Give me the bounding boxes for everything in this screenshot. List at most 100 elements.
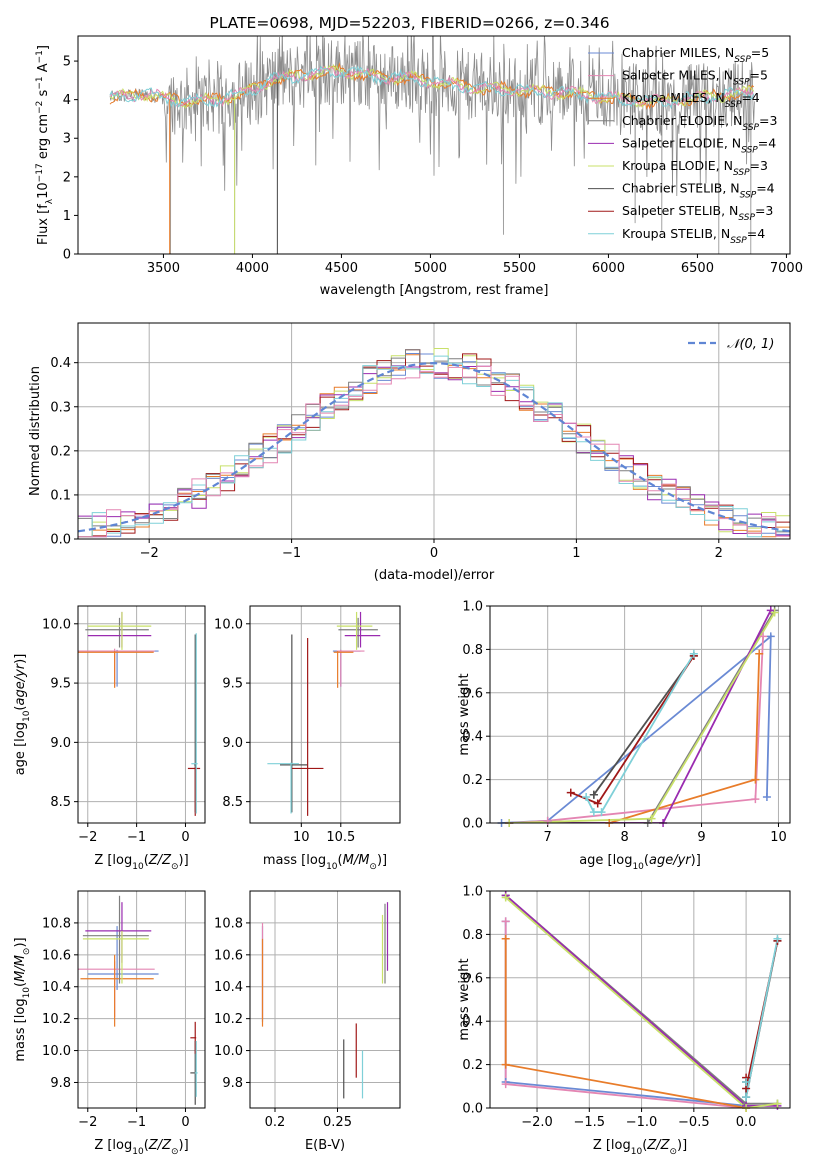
label-part: )]	[677, 1138, 687, 1153]
y-tick-label: 10.6	[214, 948, 243, 963]
label-part: 10	[36, 182, 51, 199]
y-tick-label: 0.2	[462, 773, 483, 788]
label-part: 10	[132, 862, 144, 872]
label-part: Z/Z	[646, 1138, 670, 1153]
label-part: (	[13, 982, 28, 987]
x-tick-label: 6500	[681, 261, 714, 276]
y-tick-label: 10.0	[214, 617, 243, 632]
label-part: Flux [f	[36, 204, 51, 245]
plot-area	[78, 895, 198, 1105]
label-part: )]	[179, 1138, 189, 1153]
label-part: Salpeter ELODIE, N	[622, 135, 741, 150]
label-part: =5	[750, 68, 768, 83]
legend-label: Kroupa ELODIE, NSSP=3	[622, 158, 768, 178]
weight-line	[509, 653, 761, 823]
y-tick-label: 9.0	[50, 736, 71, 751]
label-part: )]	[13, 654, 28, 664]
axes-frame	[77, 890, 206, 1109]
label-part: −17	[35, 163, 45, 182]
axes-frame	[249, 890, 401, 1109]
weight-line	[509, 609, 776, 823]
label-part: Chabrier STELIB, N	[622, 181, 740, 196]
x-axis-label: Z [log10(Z/Z⊙)]	[94, 853, 188, 872]
observed-spectrum	[109, 36, 755, 254]
y-tick-label: 9.8	[50, 1076, 71, 1091]
label-part: Chabrier MILES, N	[622, 45, 734, 60]
y-tick-label: 1	[63, 209, 71, 224]
label-part: A	[36, 63, 51, 76]
label-part: 10	[631, 1147, 643, 1157]
label-part: age/yr	[649, 853, 692, 868]
label-part: 10	[132, 1147, 144, 1157]
x-tick-label: 7000	[770, 261, 803, 276]
figure-title: PLATE=0698, MJD=52203, FIBERID=0266, z=0…	[209, 14, 609, 32]
model-spectrum	[109, 65, 755, 108]
axes-frame	[249, 605, 401, 824]
label-part: ⊙	[669, 1147, 677, 1157]
plot-area	[267, 611, 381, 816]
y-tick-label: 0.2	[50, 444, 71, 459]
label-part: M/M	[13, 955, 28, 982]
label-part: mass [log	[263, 853, 326, 868]
label-part: (	[144, 853, 149, 868]
y-tick-label: 0.6	[462, 971, 483, 986]
legend-label: 𝒩(0, 1)	[727, 337, 774, 352]
weight-line	[509, 609, 772, 823]
label-part: =3	[755, 203, 773, 218]
label-part: SSP	[733, 168, 750, 178]
label-part: age [log	[579, 853, 632, 868]
x-tick-label: −1	[127, 1115, 146, 1130]
axes-frame	[489, 890, 791, 1109]
weight-marker	[597, 808, 606, 817]
label-part: =3	[759, 113, 777, 128]
x-tick-label: 6000	[592, 261, 625, 276]
x-tick-label: −1	[282, 546, 301, 561]
x-tick-label: −2.0	[521, 1115, 553, 1130]
y-tick-label: 0.0	[462, 817, 483, 832]
label-part: ]	[36, 45, 51, 50]
panel-7: −2.0 −1.5 −1.0 −0.5 0.0 0.0 0.2 0.4 0.6 0.8 1.0 Z […	[457, 885, 791, 1157]
label-part: 10	[22, 710, 32, 722]
label-part: Z/Z	[148, 853, 172, 868]
y-tick-label: 0.0	[462, 1102, 483, 1117]
x-tick-label: −1.5	[574, 1115, 606, 1130]
weight-marker	[501, 934, 510, 943]
y-tick-label: 8.5	[222, 795, 243, 810]
weight-marker	[582, 792, 591, 801]
weight-marker	[501, 1060, 510, 1069]
label-part: =4	[741, 90, 759, 105]
x-tick-label: −1.0	[626, 1115, 658, 1130]
histogram-step	[78, 349, 790, 533]
weight-marker	[566, 788, 575, 797]
y-axis-label: Normed distribution	[28, 366, 43, 496]
x-tick-label: 5500	[503, 261, 536, 276]
label-part: age/yr	[13, 662, 28, 705]
label-part: Z [log	[593, 1138, 631, 1153]
weight-line	[501, 634, 772, 823]
x-tick-label: 0.25	[323, 1115, 352, 1130]
y-tick-label: 0.1	[50, 488, 71, 503]
weight-marker	[766, 632, 775, 641]
y-tick-label: 10.6	[42, 948, 71, 963]
x-tick-label: −2	[78, 1115, 97, 1130]
y-tick-label: 0.0	[50, 533, 71, 548]
legend-label: Salpeter STELIB, NSSP=3	[622, 203, 773, 223]
label-part: Chabrier ELODIE, N	[622, 113, 742, 128]
label-part: Kroupa MILES, N	[622, 90, 725, 105]
label-part: ⊙	[171, 1147, 179, 1157]
x-axis-label: wavelength [Angstrom, rest frame]	[320, 283, 549, 298]
weight-marker	[501, 1080, 510, 1089]
label-part: Kroupa ELODIE, N	[622, 158, 733, 173]
x-tick-label: 0	[430, 546, 438, 561]
y-tick-label: 0.4	[50, 356, 71, 371]
weight-marker	[770, 608, 779, 617]
y-tick-label: 10.8	[42, 916, 71, 931]
axes-frame	[77, 35, 791, 255]
x-tick-label: 0.2	[265, 1115, 286, 1130]
y-axis-label: mass weight	[457, 958, 472, 1040]
x-axis-label: age [log10(age/yr)]	[579, 853, 701, 872]
panel-6: 0.2 0.25 9.8 10.0 10.2 10.4 10.6 10.8 E(B-V)	[214, 890, 401, 1153]
weight-marker	[593, 799, 602, 808]
